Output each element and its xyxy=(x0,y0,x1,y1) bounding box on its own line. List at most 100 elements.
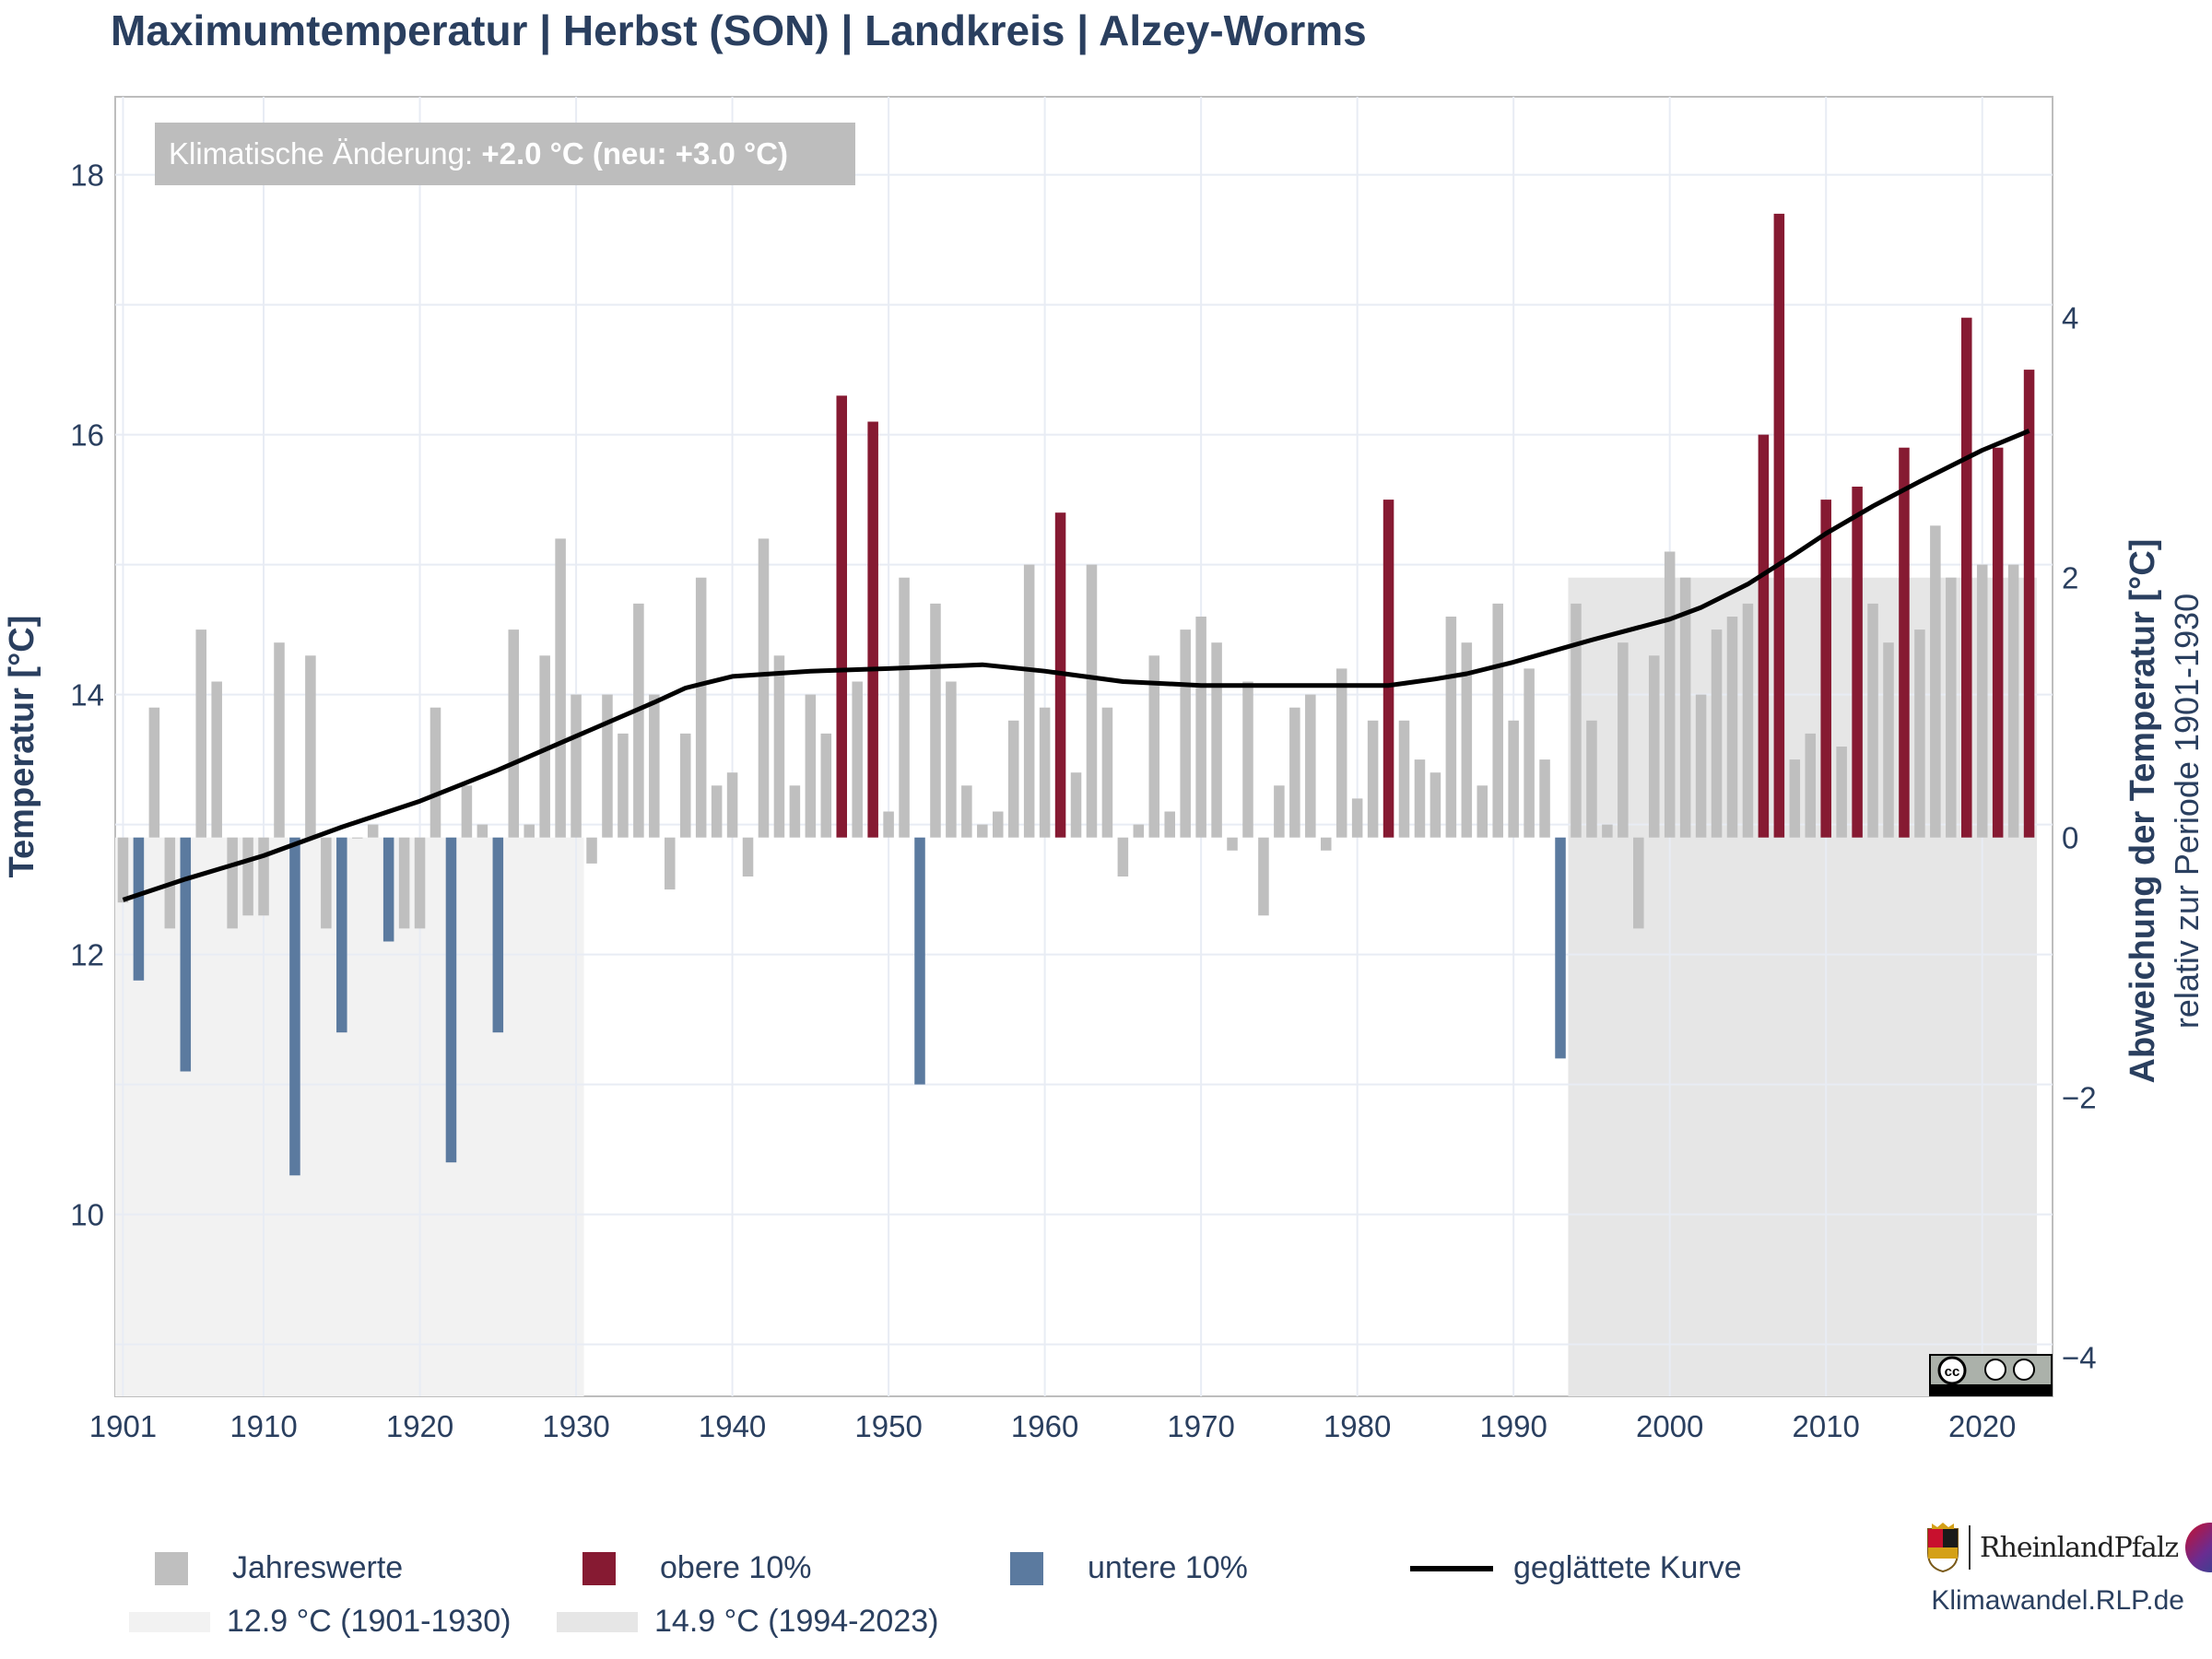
bar-1998 xyxy=(1633,837,1644,929)
bar-2004 xyxy=(1726,617,1738,838)
svg-text:Klimatische Änderung: +2.0 °C: Klimatische Änderung: +2.0 °C (neu: +3.0… xyxy=(169,136,788,171)
bar-1941 xyxy=(742,837,754,877)
x-tick-label: 1960 xyxy=(1011,1409,1078,1443)
bar-1928 xyxy=(539,655,550,838)
bar-1989 xyxy=(1492,603,1503,838)
bar-1935 xyxy=(649,694,660,838)
x-tick-label: 2010 xyxy=(1792,1409,1859,1443)
bar-1915 xyxy=(336,837,347,1033)
bar-2007 xyxy=(1773,213,1785,838)
bar-1956 xyxy=(977,824,988,838)
bar-1993 xyxy=(1555,837,1566,1059)
bar-1929 xyxy=(555,538,566,838)
bar-1982 xyxy=(1382,500,1394,838)
chart-title: Maximumtemperatur | Herbst (SON) | Landk… xyxy=(111,6,1367,54)
bar-1949 xyxy=(867,421,878,838)
x-tick-label: 1980 xyxy=(1324,1409,1391,1443)
bar-1971 xyxy=(1211,642,1222,838)
bar-2014 xyxy=(1883,642,1894,838)
x-tick-label: 1910 xyxy=(229,1409,297,1443)
bar-1945 xyxy=(805,694,817,838)
bar-1980 xyxy=(1351,798,1363,838)
annotation-box: Klimatische Änderung: +2.0 °C (neu: +3.0… xyxy=(155,123,855,185)
bar-1937 xyxy=(679,733,691,838)
bar-1901 xyxy=(117,837,129,903)
y-right-tick-label: −2 xyxy=(2062,1081,2097,1115)
bar-1913 xyxy=(305,655,316,838)
y-axis-right-label: Abweichung der Temperatur [°C] xyxy=(2124,539,2162,1084)
bar-1934 xyxy=(633,603,644,838)
bar-1930 xyxy=(571,694,582,838)
bar-2016 xyxy=(1914,629,1925,838)
bar-1955 xyxy=(961,785,972,838)
bar-1912 xyxy=(289,837,300,1176)
bar-2018 xyxy=(1946,577,1957,838)
x-tick-label: 1920 xyxy=(386,1409,453,1443)
y-left-tick-label: 16 xyxy=(70,418,104,453)
x-tick-label: 1940 xyxy=(699,1409,766,1443)
bar-1908 xyxy=(227,837,238,929)
bar-1936 xyxy=(665,837,676,890)
bar-1903 xyxy=(148,707,160,838)
rlp-logo: RheinlandPfalz xyxy=(1924,1521,2212,1574)
y-right-tick-label: 2 xyxy=(2062,561,2078,595)
bar-1985 xyxy=(1430,772,1441,838)
bar-1969 xyxy=(1180,629,1191,838)
footer-url: Klimawandel.RLP.de xyxy=(1931,1585,2184,1616)
reference-band-2 xyxy=(1568,577,2038,1396)
bar-1954 xyxy=(946,681,957,838)
bar-1921 xyxy=(429,707,441,838)
annotation-value: +2.0 °C (neu: +3.0 °C) xyxy=(481,136,788,171)
bar-1979 xyxy=(1335,668,1347,838)
bar-1943 xyxy=(773,655,785,838)
y-left-tick-label: 12 xyxy=(70,938,104,972)
bar-1920 xyxy=(414,837,426,929)
bar-2012 xyxy=(1852,487,1863,838)
bar-1953 xyxy=(930,603,941,838)
bar-1932 xyxy=(602,694,613,838)
y-axis-right-ticks: −4 −2 0 2 4 xyxy=(2062,301,2097,1375)
bar-1905 xyxy=(180,837,192,1072)
bar-1991 xyxy=(1524,668,1535,838)
bar-1970 xyxy=(1195,617,1206,838)
y-left-tick-label: 14 xyxy=(70,678,104,712)
bar-1924 xyxy=(477,824,488,838)
bar-1939 xyxy=(711,785,723,838)
bar-1918 xyxy=(382,837,394,942)
bar-2023 xyxy=(2023,370,2035,838)
annotation-prefix: Klimatische Änderung: xyxy=(169,136,481,171)
bar-1981 xyxy=(1367,720,1379,838)
bar-1927 xyxy=(524,824,535,838)
bar-1902 xyxy=(133,837,145,981)
bar-1986 xyxy=(1445,617,1457,838)
bar-1977 xyxy=(1305,694,1316,838)
bar-1922 xyxy=(445,837,457,1163)
bar-2010 xyxy=(1820,500,1831,838)
cc-license-badge: cc xyxy=(1929,1354,2053,1396)
y-right-tick-label: 4 xyxy=(2062,301,2078,335)
bar-2021 xyxy=(1992,447,2004,838)
bar-2000 xyxy=(1664,551,1676,838)
bar-2009 xyxy=(1805,733,1817,838)
bar-1931 xyxy=(586,837,597,864)
cc-icon: cc xyxy=(1945,1364,1960,1380)
bar-1907 xyxy=(211,681,222,838)
bar-1978 xyxy=(1320,837,1332,851)
bar-1917 xyxy=(367,824,379,838)
bar-1968 xyxy=(1164,811,1175,838)
bar-2019 xyxy=(1961,317,1972,838)
y-right-tick-label: −4 xyxy=(2062,1341,2097,1375)
bar-1910 xyxy=(258,837,269,916)
x-tick-label: 1930 xyxy=(542,1409,609,1443)
bar-2008 xyxy=(1789,759,1801,838)
logo-text: RheinlandPfalz xyxy=(1980,1531,2179,1564)
bar-2003 xyxy=(1711,629,1723,838)
y-left-tick-label: 10 xyxy=(70,1198,104,1232)
bar-1973 xyxy=(1242,681,1253,838)
bar-1926 xyxy=(508,629,520,838)
bar-2015 xyxy=(1899,447,1910,838)
x-tick-label: 1990 xyxy=(1479,1409,1547,1443)
bar-1992 xyxy=(1539,759,1550,838)
klimafolgen-logo-icon xyxy=(2185,1523,2212,1572)
bar-1916 xyxy=(351,837,363,839)
